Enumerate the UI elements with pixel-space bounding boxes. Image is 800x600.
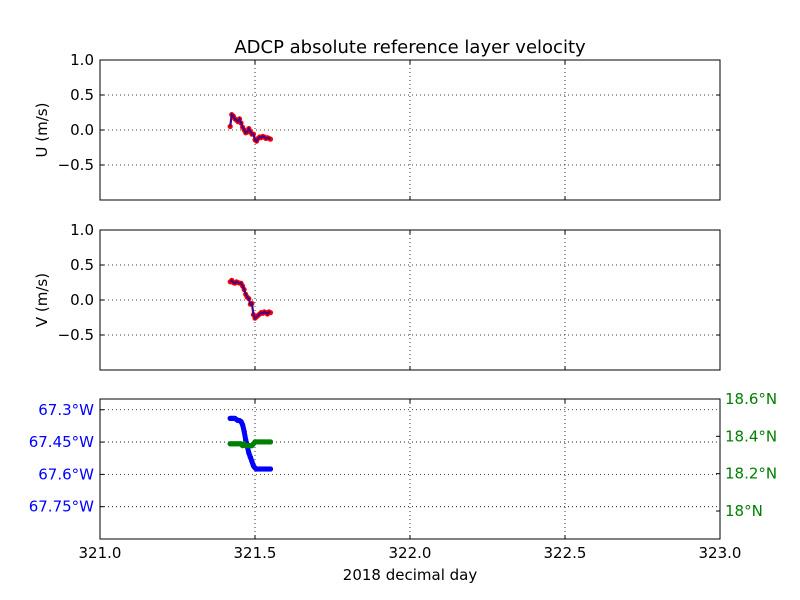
chart-title: ADCP absolute reference layer velocity <box>234 37 586 58</box>
x-tick-label: 322.0 <box>389 544 432 562</box>
longitude-tick-label: 67.6°W <box>38 465 94 483</box>
x-tick-label: 322.5 <box>544 544 587 562</box>
longitude-tick-label: 67.75°W <box>29 498 94 516</box>
longitude-point <box>240 422 246 428</box>
longitude-point <box>267 466 274 472</box>
plot-border <box>99 229 721 371</box>
u-point <box>227 123 233 130</box>
latitude-tick-label: 18°N <box>725 502 763 520</box>
y-tick-label: 0.5 <box>70 86 94 104</box>
position-panel: 67.3°W 67.45°W 67.6°W 67.75°W 18.6°N 18.4°N 18… <box>29 390 777 562</box>
x-axis-label: 2018 decimal day <box>343 566 478 584</box>
x-tick-label: 321.5 <box>234 544 277 562</box>
latitude-tick-label: 18.4°N <box>725 427 777 445</box>
latitude-tick-label: 18.2°N <box>725 465 777 483</box>
longitude-point <box>249 458 255 465</box>
longitude-tick-label: 67.45°W <box>29 433 94 451</box>
y-tick-label: 1.0 <box>70 221 94 239</box>
x-tick-label: 321.0 <box>79 544 122 562</box>
u-panel: 1.0 0.5 0.0 −0.5 U (m/s) <box>33 51 721 201</box>
y-tick-label: 0.0 <box>70 121 94 139</box>
plot-border <box>99 59 721 201</box>
plot-border <box>99 398 721 540</box>
y-tick-label: −0.5 <box>58 326 94 344</box>
longitude-point <box>241 428 247 434</box>
v-series-line <box>229 278 271 321</box>
y-tick-label: 0.5 <box>70 256 94 274</box>
u-y-axis-label: U (m/s) <box>33 103 51 158</box>
longitude-point <box>247 454 253 460</box>
y-tick-label: 0.0 <box>70 291 94 309</box>
x-tick-label: 323.0 <box>699 544 742 562</box>
latitude-point <box>267 439 274 445</box>
longitude-point <box>246 450 252 456</box>
v-panel: 1.0 0.5 0.0 −0.5 V (m/s) <box>33 221 721 371</box>
v-y-axis-label: V (m/s) <box>33 273 51 327</box>
y-tick-label: 1.0 <box>70 51 94 69</box>
y-tick-label: −0.5 <box>58 156 94 174</box>
longitude-tick-label: 67.3°W <box>38 401 94 419</box>
u-series-line <box>229 112 271 143</box>
latitude-tick-label: 18.6°N <box>725 390 777 408</box>
